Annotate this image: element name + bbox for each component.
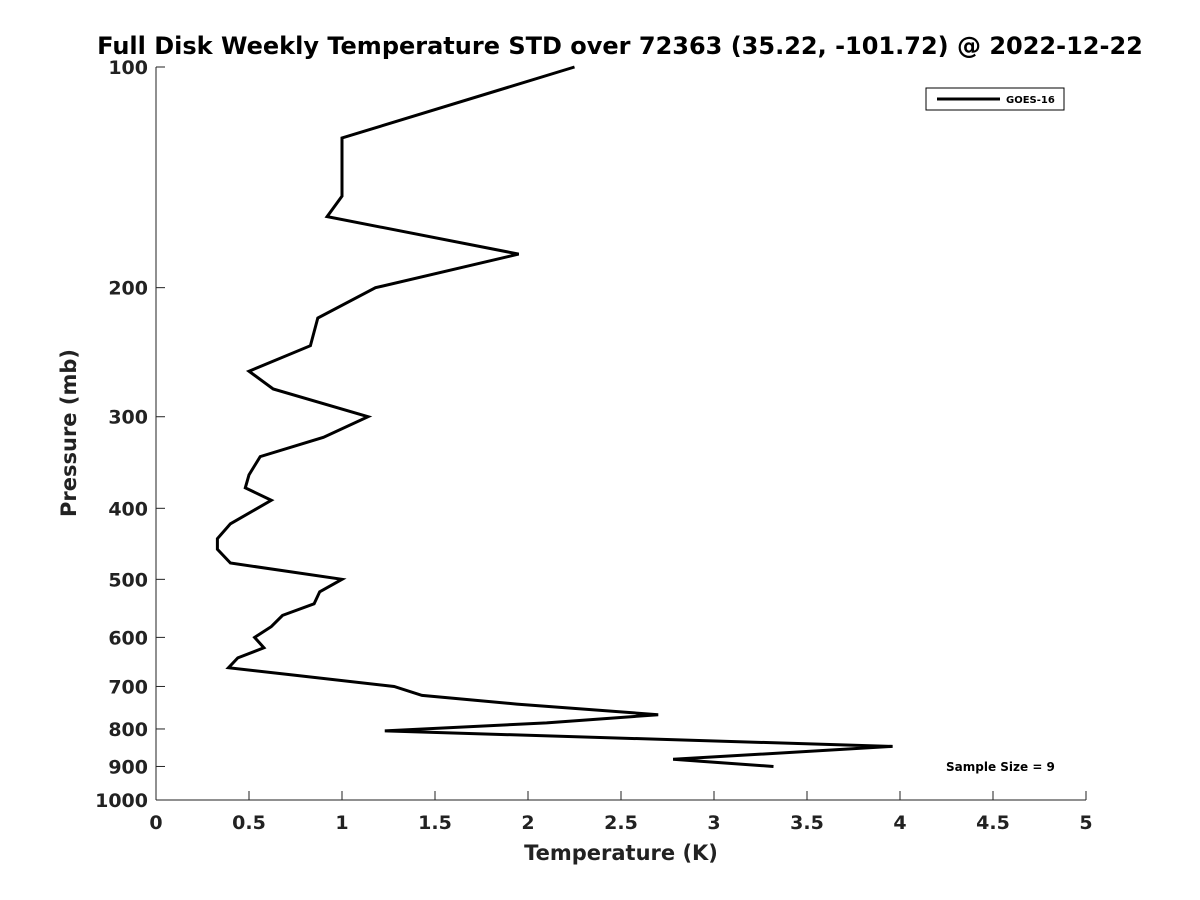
y-axis-label: Pressure (mb) xyxy=(57,349,81,517)
x-axis-label: Temperature (K) xyxy=(524,841,718,865)
x-tick-label: 0.5 xyxy=(232,812,266,834)
y-tick-label: 500 xyxy=(108,569,148,591)
series-line-goes-16 xyxy=(215,65,893,768)
y-tick-label: 1000 xyxy=(95,790,148,812)
y-tick-label: 800 xyxy=(108,719,148,741)
y-tick-label: 700 xyxy=(108,676,148,698)
y-tick-label: 100 xyxy=(108,57,148,79)
x-tick-label: 4 xyxy=(893,812,906,834)
y-tick-label: 400 xyxy=(108,498,148,520)
y-tick-label: 900 xyxy=(108,756,148,778)
chart-title: Full Disk Weekly Temperature STD over 72… xyxy=(97,32,1143,60)
y-tick-label: 200 xyxy=(108,278,148,300)
x-tick-label: 0 xyxy=(149,812,162,834)
x-tick-label: 3 xyxy=(707,812,720,834)
legend-label-goes-16: GOES-16 xyxy=(1006,95,1055,106)
legend: GOES-16 xyxy=(925,87,1065,111)
y-tick-label: 600 xyxy=(108,627,148,649)
x-tick-label: 1 xyxy=(335,812,348,834)
x-ticks: 0 0.5 1 1.5 2 2.5 3 3.5 4 4.5 5 xyxy=(149,791,1093,834)
x-tick-label: 2.5 xyxy=(604,812,638,834)
x-tick-label: 3.5 xyxy=(790,812,824,834)
y-tick-label: 300 xyxy=(108,407,148,429)
y-ticks: 100 200 300 400 500 600 700 800 900 1000 xyxy=(95,57,165,812)
x-tick-label: 2 xyxy=(521,812,534,834)
sample-size-annotation: Sample Size = 9 xyxy=(946,760,1055,774)
x-tick-label: 5 xyxy=(1079,812,1092,834)
x-tick-label: 1.5 xyxy=(418,812,452,834)
x-tick-label: 4.5 xyxy=(976,812,1010,834)
